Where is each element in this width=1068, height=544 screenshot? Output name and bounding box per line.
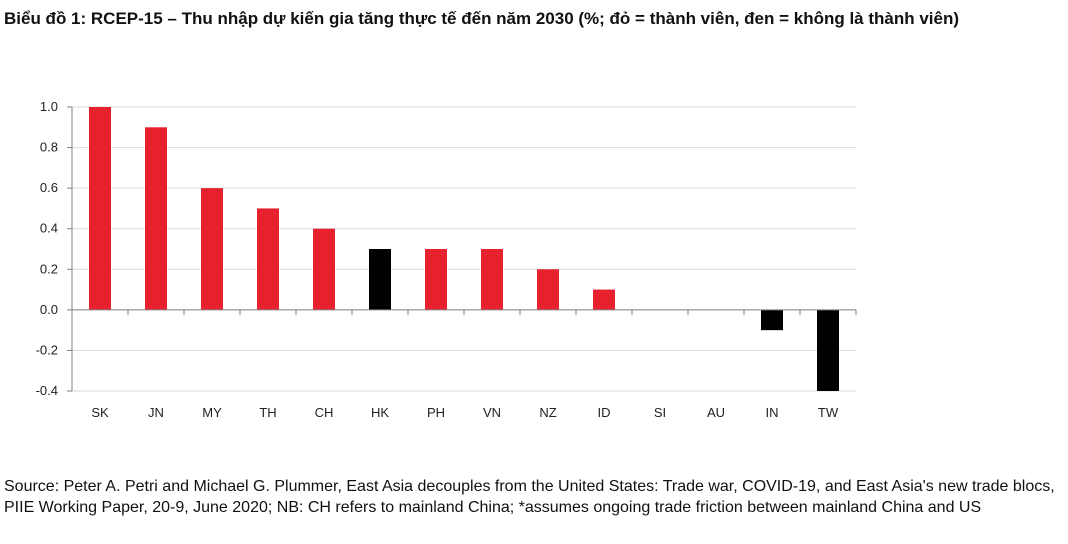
chart-title: Biểu đồ 1: RCEP-15 – Thu nhập dự kiến gi…	[4, 9, 960, 28]
x-tick-label: IN	[766, 405, 779, 420]
bar-my	[201, 188, 223, 310]
bar-nz	[537, 269, 559, 310]
x-tick-label: ID	[598, 405, 611, 420]
x-tick-label: VN	[483, 405, 501, 420]
x-tick-label: PH	[427, 405, 445, 420]
axes	[67, 106, 857, 392]
x-tick-label: NZ	[539, 405, 556, 420]
bar-in	[761, 309, 783, 331]
y-tick-label: 0.6	[40, 180, 58, 195]
bar-hk	[369, 249, 391, 310]
y-tick-label: 1.0	[40, 99, 58, 114]
x-tick-label: CH	[315, 405, 334, 420]
y-axis-ticks: 1.0 0.8 0.6 0.4 0.2 0.0 -0.2 -0.4	[36, 99, 58, 398]
bar-ph	[425, 249, 447, 310]
x-tick-label: HK	[371, 405, 389, 420]
bar-sk	[89, 107, 111, 310]
bar-id	[593, 289, 615, 310]
bar-chart: 1.0 0.8 0.6 0.4 0.2 0.0 -0.2 -0.4 SK JN MY TH CH HK P…	[36, 99, 857, 420]
x-tick-label: SI	[654, 405, 666, 420]
x-tick-label: TH	[259, 405, 276, 420]
bar-vn	[481, 249, 503, 310]
x-tick-label: JN	[148, 405, 164, 420]
x-tick-label: SK	[91, 405, 109, 420]
bars	[89, 107, 839, 391]
source-note: Source: Peter A. Petri and Michael G. Pl…	[4, 478, 1055, 516]
x-tick-label: MY	[202, 405, 222, 420]
bar-th	[257, 208, 279, 310]
y-tick-label: 0.4	[40, 221, 58, 236]
y-tick-label: 0.8	[40, 140, 58, 155]
x-axis-ticks: SK JN MY TH CH HK PH VN NZ ID SI AU IN TW	[91, 405, 839, 420]
x-tick-label: TW	[818, 405, 839, 420]
bar-jn	[145, 127, 167, 310]
bar-tw	[817, 309, 839, 391]
gridlines	[72, 106, 856, 392]
y-tick-label: -0.2	[36, 342, 58, 357]
bar-ch	[313, 228, 335, 310]
y-tick-label: 0.0	[40, 302, 58, 317]
y-tick-label: 0.2	[40, 261, 58, 276]
y-tick-label: -0.4	[36, 383, 58, 398]
x-tick-label: AU	[707, 405, 725, 420]
